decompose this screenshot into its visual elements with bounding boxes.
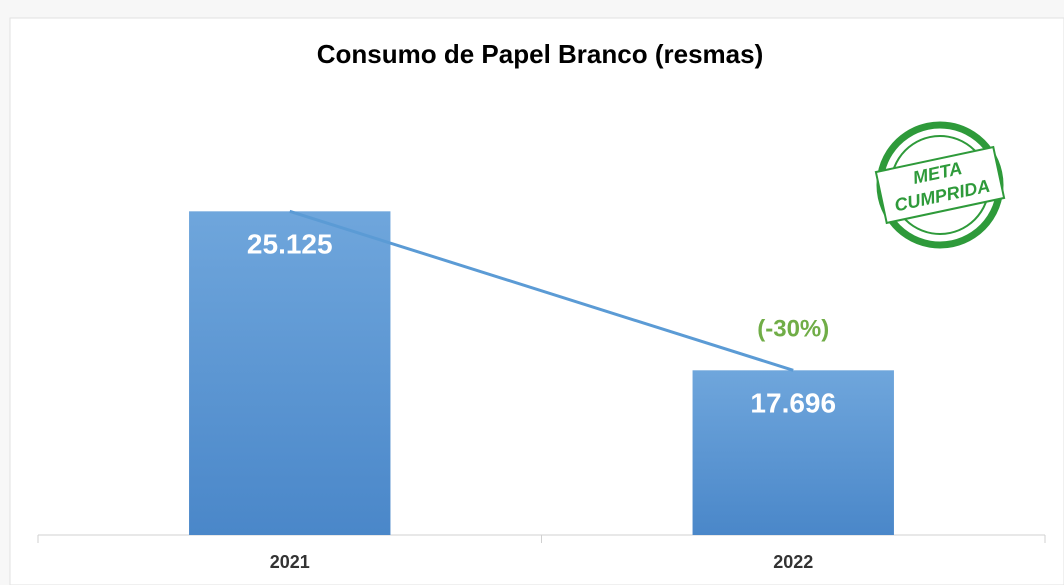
chart-title: Consumo de Papel Branco (resmas): [317, 39, 763, 69]
bar: [692, 370, 894, 535]
x-tick-label: 2021: [270, 552, 310, 572]
bar: [189, 211, 391, 535]
chart-frame: [9, 17, 1064, 585]
trend-line: [289, 209, 794, 372]
x-tick-label: 2022: [773, 552, 813, 572]
annotation: (-30%): [757, 316, 829, 343]
data-label: 25.125: [247, 229, 333, 260]
data-label: 17.696: [750, 388, 836, 419]
stamp-band: [874, 145, 1006, 225]
